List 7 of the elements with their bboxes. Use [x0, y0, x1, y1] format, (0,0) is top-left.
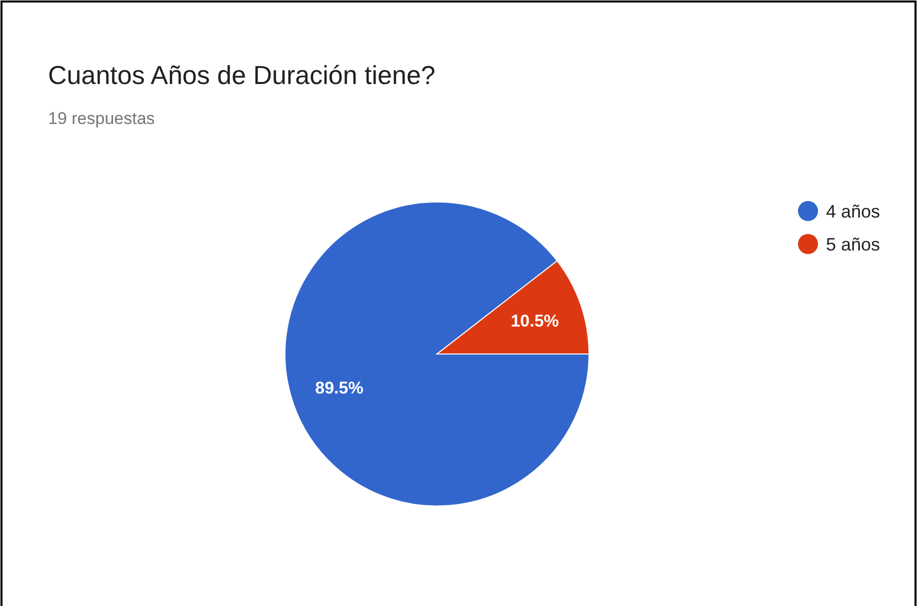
chart-title: Cuantos Años de Duración tiene? [48, 60, 436, 90]
text: 19 respuestas [48, 109, 155, 128]
data-label: 89.5% [315, 378, 364, 398]
legend-label: 5 años [826, 234, 880, 254]
data-label: 10.5% [510, 311, 559, 330]
legend-label: 4 años [826, 201, 880, 222]
pie-slice [284, 202, 590, 506]
